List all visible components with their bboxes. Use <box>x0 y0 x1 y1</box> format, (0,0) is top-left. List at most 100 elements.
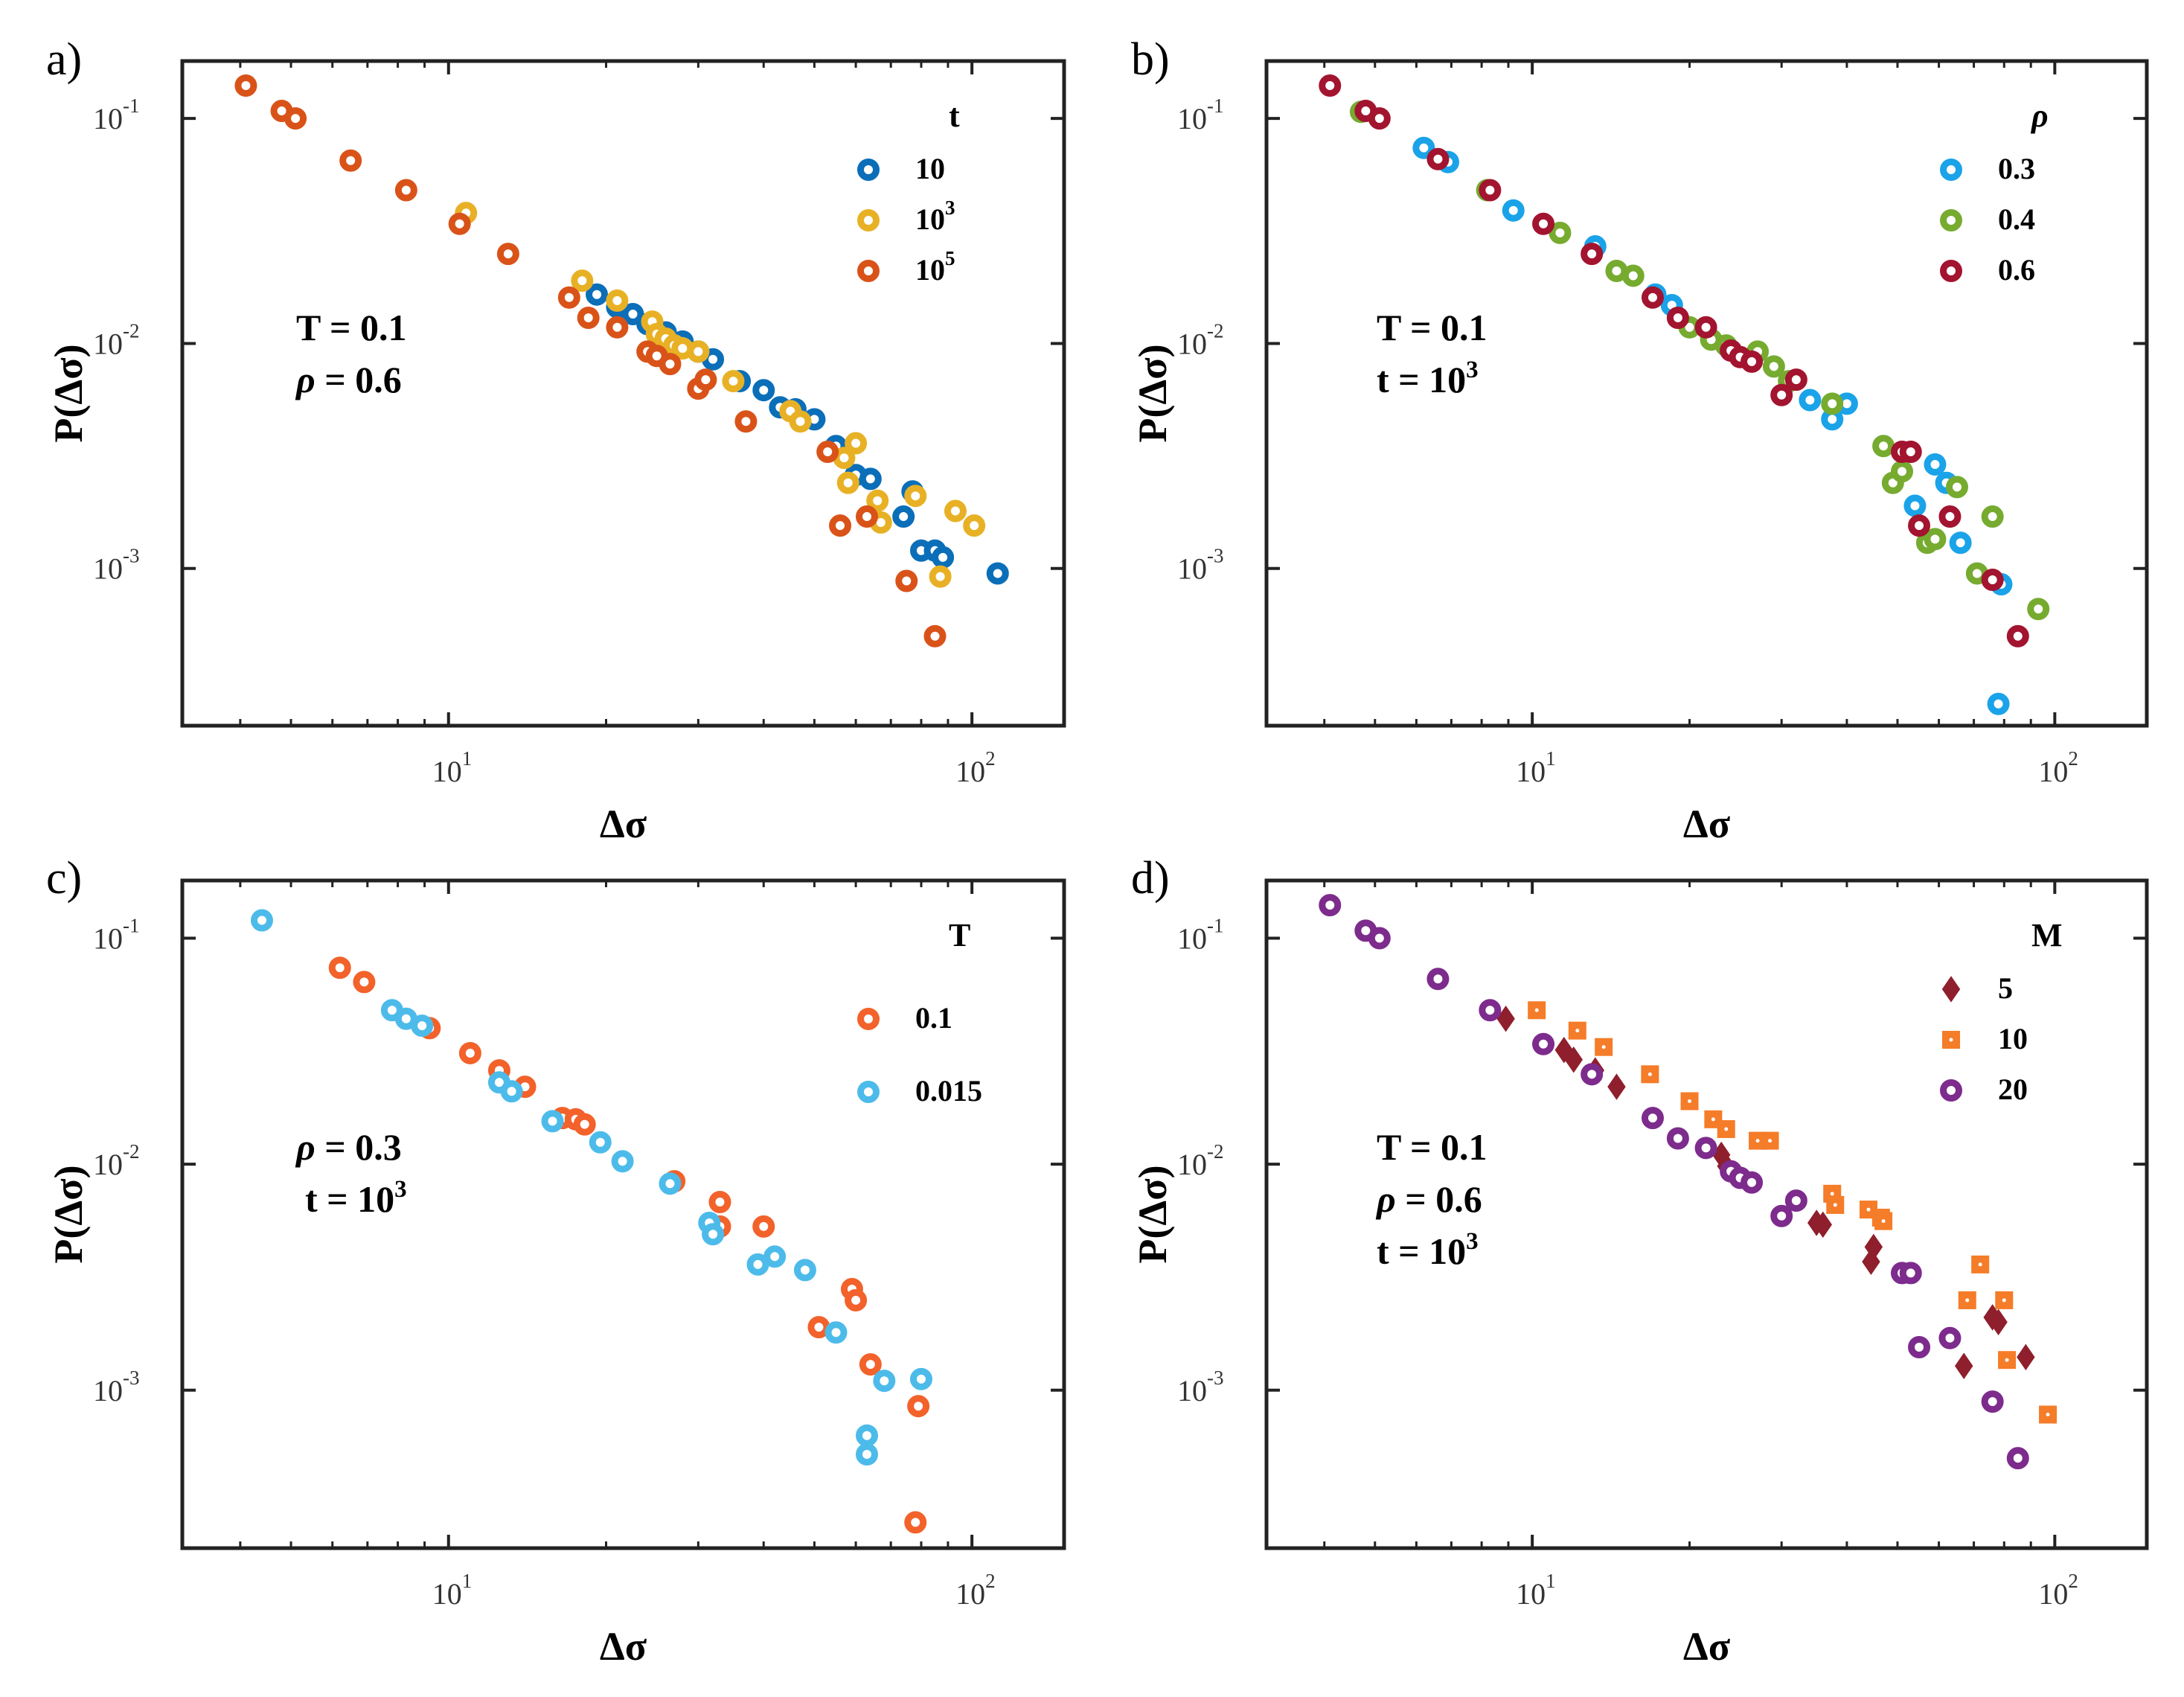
legend-title: T <box>949 917 970 953</box>
data-point <box>1938 505 1962 528</box>
data-point <box>1891 460 1914 483</box>
data-point <box>895 569 918 592</box>
y-axis-title: P(Δσ) <box>46 1165 91 1263</box>
data-point <box>1908 1335 1931 1358</box>
data-point <box>1412 136 1435 159</box>
legend-label: 0.3 <box>1998 152 2035 185</box>
x-axis-title: Δσ <box>1683 802 1731 846</box>
annotation-line: ρ = 0.3 <box>295 1126 402 1168</box>
data-point <box>1479 179 1502 202</box>
data-point <box>659 1172 682 1195</box>
data-point <box>1908 514 1931 537</box>
axes-box <box>1264 59 2149 728</box>
data-point <box>1784 1189 1807 1212</box>
annotation-line: t = 103 <box>1377 1228 1479 1272</box>
legend-marker <box>1940 209 1962 231</box>
data-point <box>1641 1107 1664 1130</box>
data-point <box>816 440 839 463</box>
data-point <box>339 149 362 172</box>
data-point <box>1694 316 1717 339</box>
data-point <box>621 303 644 326</box>
axes-box <box>180 878 1066 1550</box>
data-point <box>708 1190 731 1213</box>
legend-label: 10 <box>1998 1022 2028 1055</box>
data-point <box>793 1259 816 1282</box>
data-point-center <box>1978 1262 1982 1267</box>
y-tick-label: 10-2 <box>93 319 140 360</box>
data-point <box>702 1223 725 1246</box>
data-point <box>746 1253 769 1276</box>
axes-box <box>1264 878 2149 1550</box>
panel-3: c) 101 102 10-1 10-2 10-3 Δσ P(Δσ) T 0.1 0.015 ρ = … <box>46 853 1066 1669</box>
data-point-center <box>1724 1127 1729 1131</box>
data-point <box>1479 999 1502 1022</box>
x-axis-title: Δσ <box>600 802 647 846</box>
data-point <box>909 1367 932 1390</box>
x-tick-label: 101 <box>1516 747 1556 788</box>
data-point-center <box>1881 1219 1886 1224</box>
legend-title: ρ <box>2030 98 2049 134</box>
data-point-center <box>1830 1192 1834 1196</box>
annotation-line: ρ = 0.6 <box>295 359 402 400</box>
data-point <box>1581 1063 1604 1086</box>
x-tick-label: 101 <box>1516 1570 1556 1611</box>
data-point <box>734 410 758 433</box>
x-axis-title: Δσ <box>1683 1624 1731 1669</box>
data-point-center <box>1866 1207 1871 1212</box>
series-0_015 <box>250 909 932 1466</box>
data-point <box>2027 598 2050 621</box>
panel-letter: c) <box>46 853 82 904</box>
y-tick-label: 10-3 <box>1177 1367 1224 1407</box>
data-point <box>606 316 629 339</box>
data-point <box>859 1353 882 1376</box>
data-point <box>722 370 745 393</box>
data-point <box>1694 1137 1717 1160</box>
legend-label: 0.015 <box>915 1074 982 1108</box>
annotation-line: T = 0.1 <box>1377 1126 1487 1168</box>
legend-marker-center <box>1949 1038 1953 1042</box>
data-point <box>944 499 967 522</box>
data-point <box>1666 1127 1689 1150</box>
x-tick-label: 101 <box>432 1570 473 1611</box>
panel-1: a) 101 102 10-1 10-2 10-3 Δσ P(Δσ) t10 103 105 T = … <box>46 34 1066 846</box>
data-point <box>1821 392 1844 415</box>
series-10 <box>455 202 986 588</box>
data-point <box>1319 894 1342 917</box>
data-point <box>1864 1233 1883 1261</box>
data-point <box>1368 107 1391 130</box>
legend-marker <box>857 1081 880 1103</box>
panel-letter: a) <box>46 34 82 85</box>
series-10 <box>1528 1001 2057 1424</box>
annotation-line: t = 103 <box>305 1176 407 1220</box>
series-5 <box>1496 1006 2035 1379</box>
data-point <box>1945 476 1968 499</box>
data-point <box>923 624 947 648</box>
data-point <box>1989 1308 2008 1336</box>
x-tick-label: 102 <box>955 747 996 788</box>
series-10 <box>234 74 947 648</box>
data-point <box>932 546 955 569</box>
data-point <box>873 1370 896 1393</box>
data-point <box>2006 1447 2029 1470</box>
data-point <box>763 1245 787 1268</box>
data-point <box>963 514 986 537</box>
data-point-center <box>2002 1298 2006 1303</box>
data-point <box>1741 350 1764 373</box>
data-point <box>694 368 717 392</box>
series-20 <box>1319 894 2029 1470</box>
series-0_1 <box>328 956 930 1534</box>
data-point-center <box>1768 1139 1773 1143</box>
annotation-line: t = 103 <box>1377 357 1479 400</box>
data-point <box>573 1113 596 1136</box>
data-point <box>606 289 629 312</box>
annotation-line: T = 0.1 <box>1377 307 1487 348</box>
y-tick-label: 10-3 <box>93 1367 140 1407</box>
data-point <box>845 432 868 455</box>
panel-letter: b) <box>1131 34 1170 85</box>
data-point <box>411 1014 434 1038</box>
data-point <box>866 489 889 512</box>
data-point <box>752 379 775 402</box>
y-tick-label: 10-2 <box>1177 319 1224 360</box>
data-point <box>1581 243 1604 266</box>
data-point <box>541 1110 564 1133</box>
